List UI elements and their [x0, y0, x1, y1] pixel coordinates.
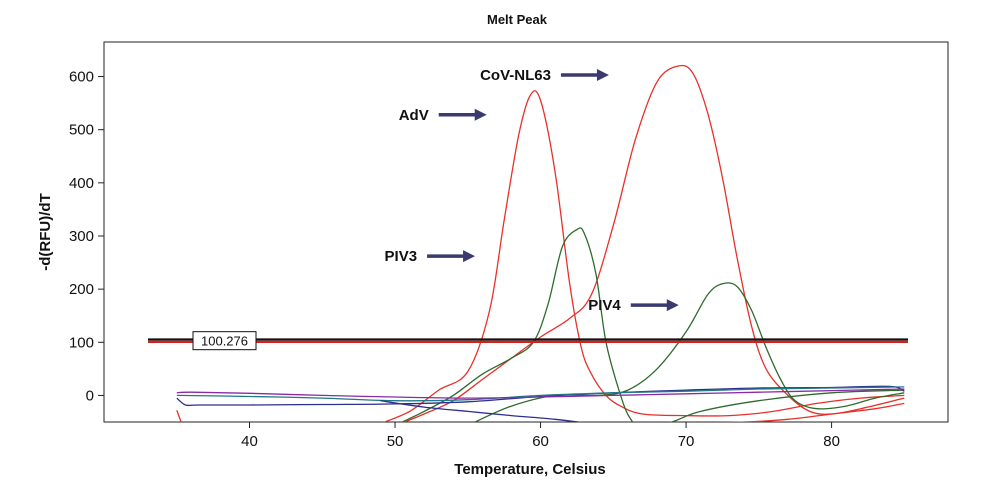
annotation-label: PIV4 — [588, 297, 621, 314]
annotation-layer: AdV CoV-NL63 PIV3 PIV4 — [385, 67, 679, 314]
series-layer — [176, 64, 905, 422]
annotation-arrow-head — [666, 299, 679, 312]
y-tick-label: 200 — [69, 281, 94, 298]
plot-area — [103, 41, 949, 423]
x-axis-label: Temperature, Celsius — [454, 461, 605, 478]
series-line-5 — [176, 386, 905, 402]
threshold-layer: 100.276 — [148, 331, 908, 351]
threshold-label: 100.276 — [201, 334, 248, 349]
y-tick-label: 600 — [69, 69, 94, 86]
y-tick-label: 300 — [69, 228, 94, 245]
series-line-0 — [382, 90, 905, 422]
y-tick-label: 400 — [69, 175, 94, 192]
threshold-label-box[interactable] — [192, 331, 257, 351]
x-tick-label: 80 — [823, 433, 840, 450]
series-line-2 — [402, 227, 905, 422]
y-tick-label: 500 — [69, 122, 94, 139]
annotation-label: PIV3 — [385, 248, 418, 265]
y-tick-label: 0 — [86, 387, 94, 404]
y-tick-label: 100 — [69, 334, 94, 351]
annotation-label: AdV — [399, 107, 429, 124]
x-tick-label: 70 — [678, 433, 695, 450]
x-tick-label: 40 — [241, 433, 258, 450]
annotation-arrow-head — [596, 68, 609, 81]
x-axis: 40 50 60 70 80 — [241, 422, 840, 450]
annotation-arrow-head — [463, 250, 476, 263]
x-tick-label: 50 — [387, 433, 404, 450]
annotation-arrow-head — [474, 108, 487, 121]
chart-title: Melt Peak — [487, 12, 548, 27]
series-line-7 — [380, 400, 584, 422]
series-line-8 — [176, 410, 182, 422]
series-line-6 — [176, 388, 905, 399]
x-tick-label: 60 — [532, 433, 549, 450]
y-axis: 0 100 200 300 400 500 600 — [69, 69, 104, 404]
annotation-label: CoV-NL63 — [480, 67, 551, 84]
series-line-9 — [711, 402, 905, 422]
y-axis-label: -d(RFU)/dT — [37, 193, 54, 270]
